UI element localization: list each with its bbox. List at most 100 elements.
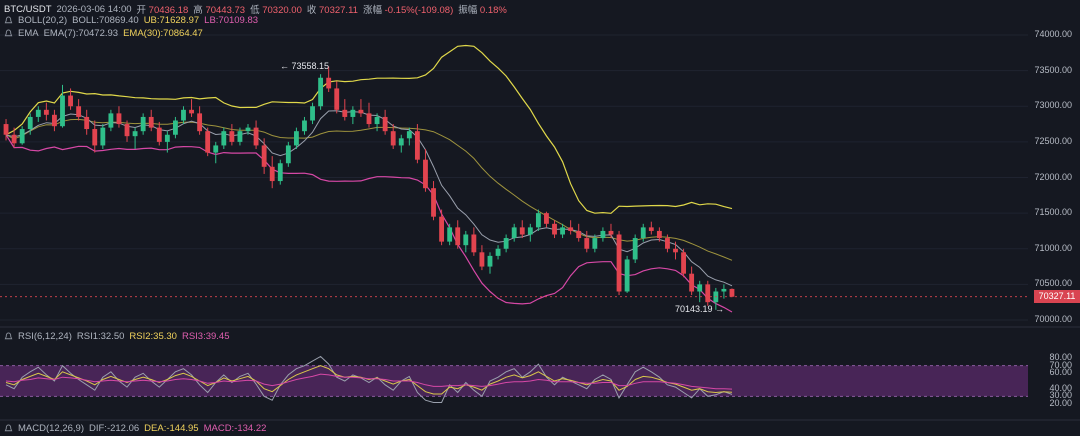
- candle-body: [253, 127, 259, 146]
- candle-body: [673, 248, 678, 253]
- candle-body: [269, 166, 275, 182]
- candle-body: [576, 230, 582, 239]
- high-value: 70443.73: [205, 5, 246, 16]
- candle-body: [656, 230, 662, 239]
- low-marker: 70143.19 →: [675, 304, 725, 314]
- low-value: 70320.00: [262, 5, 302, 16]
- candle-body: [455, 227, 461, 246]
- candle-body: [665, 238, 670, 249]
- candle-body: [11, 134, 17, 144]
- candle-body: [535, 213, 541, 228]
- candle-body: [689, 273, 695, 292]
- rsi-overbought-oversold-zone: [0, 365, 1028, 397]
- change-label: 涨幅: [362, 5, 382, 16]
- candle-body: [100, 127, 106, 146]
- dea-value: DEA:-144.95: [144, 423, 199, 434]
- candle-body: [729, 288, 735, 297]
- rsi-tick-label: 60.00: [1049, 367, 1072, 378]
- candle-body: [600, 230, 606, 239]
- price-tick-label: 73500.00: [1034, 64, 1072, 75]
- ema7-line: [5, 110, 733, 287]
- candle-body: [366, 113, 372, 125]
- boll-value: BOLL:70869.40: [72, 15, 139, 26]
- candle-body: [245, 127, 251, 132]
- amp-label: 振幅: [458, 5, 478, 16]
- high-marker: ← 73558.15: [280, 61, 330, 71]
- candle-body: [463, 234, 469, 246]
- candle-body: [423, 159, 428, 189]
- candle-body: [334, 88, 340, 110]
- candle-body: [568, 227, 574, 231]
- ema7-value: EMA(7):70472.93: [43, 28, 119, 39]
- candle-body: [390, 131, 396, 146]
- last-price-tag: 70327.11: [1034, 290, 1080, 303]
- candle-body: [705, 284, 711, 303]
- boll-legend[interactable]: BOLL(20,2) BOLL:70869.40 UB:71628.97 LB:…: [4, 15, 258, 26]
- candle-body: [197, 113, 203, 132]
- candle-body: [108, 113, 114, 128]
- rsi-tick-label: 40.00: [1049, 382, 1072, 393]
- candle-body: [35, 109, 41, 117]
- macd-label: MACD(12,26,9): [18, 423, 84, 434]
- price-tick-label: 72500.00: [1034, 135, 1072, 146]
- rsi-legend[interactable]: RSI(6,12,24) RSI1:32.50 RSI2:35.30 RSI3:…: [4, 331, 230, 342]
- candle-body: [697, 284, 703, 292]
- price-tick-label: 70000.00: [1034, 314, 1072, 324]
- boll-lower-band: [5, 134, 733, 313]
- candle-body: [487, 255, 493, 267]
- rsi-tick-label: 20.00: [1049, 398, 1072, 408]
- dif-value: DIF:-212.06: [89, 423, 140, 434]
- candle-body: [27, 116, 33, 130]
- bell-icon[interactable]: [4, 16, 13, 25]
- open-label: 开: [136, 5, 147, 16]
- change-value: -0.15%(-109.08): [384, 5, 454, 16]
- candle-body: [447, 227, 453, 242]
- rsi-line-rsi2: [5, 365, 733, 395]
- bell-icon[interactable]: [4, 332, 13, 341]
- candle-body: [374, 116, 380, 125]
- rsi-label: RSI(6,12,24): [18, 331, 72, 342]
- candle-body: [285, 145, 291, 164]
- boll-lb-value: LB:70109.83: [204, 15, 259, 26]
- candle-body: [479, 252, 485, 267]
- candle-body: [189, 109, 194, 114]
- candle-body: [19, 129, 25, 144]
- candle-body: [592, 238, 598, 249]
- candle-body: [503, 238, 509, 249]
- candle-body: [92, 129, 98, 146]
- candle-body: [229, 131, 235, 142]
- candle-body: [681, 252, 686, 274]
- candle-body: [124, 124, 130, 137]
- candle-body: [277, 163, 283, 182]
- candle-body: [237, 131, 243, 142]
- candle-body: [261, 145, 267, 167]
- candle-body: [293, 131, 299, 146]
- high-label: 高: [193, 5, 203, 16]
- candle-body: [608, 230, 614, 235]
- rsi-line-rsi3: [5, 373, 733, 390]
- candle-body: [326, 77, 332, 89]
- candle-body: [148, 116, 154, 128]
- price-tick-label: 71000.00: [1034, 242, 1072, 253]
- candle-body: [3, 124, 9, 135]
- candle-body: [76, 106, 82, 117]
- ema30-value: EMA(30):70864.47: [123, 28, 203, 39]
- ema-legend[interactable]: EMA EMA(7):70472.93 EMA(30):70864.47: [4, 28, 203, 39]
- macd-legend[interactable]: MACD(12,26,9) DIF:-212.06 DEA:-144.95 MA…: [4, 423, 266, 434]
- candles: [3, 66, 735, 310]
- candle-body: [156, 127, 162, 142]
- candle-body: [132, 131, 138, 137]
- candle-body: [495, 248, 501, 256]
- candle-body: [181, 109, 186, 121]
- boll-label: BOLL(20,2): [18, 15, 68, 26]
- boll-upper-band: [5, 44, 733, 214]
- candle-body: [519, 227, 525, 235]
- price-tick-label: 70500.00: [1034, 278, 1072, 289]
- candle-body: [624, 259, 630, 292]
- bell-icon[interactable]: [4, 29, 13, 38]
- bell-icon[interactable]: [4, 424, 13, 433]
- candle-body: [439, 216, 445, 242]
- candle-body: [310, 106, 315, 121]
- candle-body: [302, 120, 307, 132]
